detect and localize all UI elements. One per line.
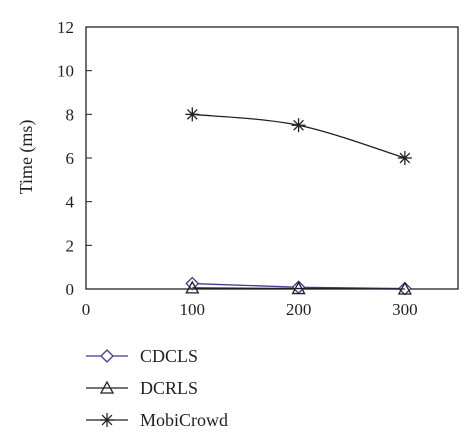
y-axis-label: Time (ms) <box>16 120 37 195</box>
y-tick-label: 4 <box>66 193 75 212</box>
triangle-marker <box>291 281 306 295</box>
x-tick-label: 200 <box>286 300 312 319</box>
x-tick-label: 100 <box>180 300 206 319</box>
y-tick-label: 12 <box>57 18 74 37</box>
legend-label: CDCLS <box>140 346 198 366</box>
asterisk-marker <box>100 413 114 427</box>
y-axis-ticks: 0 2 4 6 8 10 12 <box>57 18 92 299</box>
legend-item-cdcls: CDCLS <box>86 346 198 366</box>
legend-label: MobiCrowd <box>140 410 228 430</box>
legend: CDCLS DCRLS MobiCrowd <box>86 346 228 430</box>
triangle-marker <box>185 280 200 294</box>
legend-label: DCRLS <box>140 378 198 398</box>
legend-item-dcrls: DCRLS <box>86 378 198 398</box>
legend-item-mobicrowd: MobiCrowd <box>86 410 228 430</box>
y-tick-label: 6 <box>66 149 75 168</box>
asterisk-marker <box>397 151 412 165</box>
x-tick-label: 300 <box>392 300 418 319</box>
y-tick-label: 2 <box>66 236 75 255</box>
series-layer <box>185 107 412 296</box>
asterisk-marker <box>185 107 200 122</box>
triangle-marker <box>397 281 412 295</box>
y-tick-label: 8 <box>66 105 75 124</box>
diamond-marker <box>100 349 114 363</box>
series-mobicrowd <box>185 107 412 165</box>
y-tick-label: 10 <box>57 62 74 81</box>
x-tick-label: 0 <box>82 300 91 319</box>
y-tick-label: 0 <box>66 280 75 299</box>
series-dcrls <box>185 280 412 295</box>
asterisk-marker <box>291 118 306 133</box>
series-line <box>192 287 405 290</box>
series-cdcls <box>185 276 412 296</box>
triangle-marker <box>99 380 115 394</box>
